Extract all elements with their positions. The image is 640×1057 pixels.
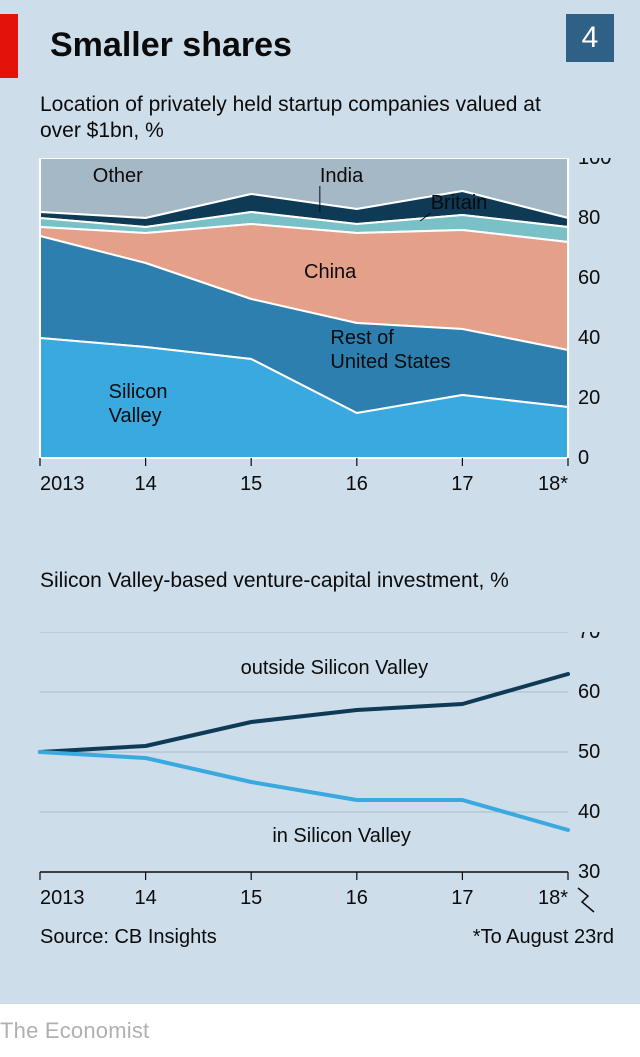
svg-text:India: India	[320, 165, 364, 187]
svg-text:14: 14	[134, 473, 156, 495]
svg-text:15: 15	[240, 473, 262, 495]
svg-text:14: 14	[134, 887, 156, 909]
svg-text:40: 40	[578, 801, 600, 823]
svg-text:30: 30	[578, 861, 600, 883]
chart1-subtitle: Location of privately held startup compa…	[40, 92, 580, 145]
watermark-text: The Economist	[0, 1018, 149, 1044]
source-text: Source: CB Insights	[40, 926, 217, 949]
svg-text:16: 16	[346, 473, 368, 495]
accent-bar	[0, 14, 18, 78]
svg-text:70: 70	[578, 632, 600, 643]
svg-text:17: 17	[451, 473, 473, 495]
svg-text:Silicon: Silicon	[109, 381, 168, 403]
chart1-svg: 0 20 40 60 80 100 2013 14 15 16 17 18* SiliconValley…	[0, 158, 640, 518]
svg-text:60: 60	[578, 267, 600, 289]
svg-text:40: 40	[578, 327, 600, 349]
svg-text:2013: 2013	[40, 473, 85, 495]
svg-text:17: 17	[451, 887, 473, 909]
svg-text:United States: United States	[330, 351, 450, 373]
svg-text:20: 20	[578, 387, 600, 409]
svg-text:18*: 18*	[538, 887, 568, 909]
svg-text:0: 0	[578, 447, 589, 469]
svg-text:China: China	[304, 261, 357, 283]
svg-text:in Silicon Valley: in Silicon Valley	[272, 825, 411, 847]
svg-text:15: 15	[240, 887, 262, 909]
svg-text:60: 60	[578, 681, 600, 703]
svg-text:50: 50	[578, 741, 600, 763]
svg-text:Valley: Valley	[109, 405, 162, 427]
chart2-svg: 30 40 50 60 70 2013 14 15 16 17 18* outside Silicon…	[0, 632, 640, 942]
svg-text:80: 80	[578, 207, 600, 229]
svg-text:Rest of: Rest of	[330, 327, 394, 349]
svg-text:100: 100	[578, 158, 611, 169]
svg-text:outside Silicon Valley: outside Silicon Valley	[241, 657, 429, 679]
svg-text:Other: Other	[93, 165, 143, 187]
chart-number-badge: 4	[566, 14, 614, 62]
page-title: Smaller shares	[50, 26, 292, 65]
footnote-text: *To August 23rd	[473, 926, 614, 949]
svg-text:Britain: Britain	[431, 192, 488, 214]
svg-text:18*: 18*	[538, 473, 568, 495]
svg-text:2013: 2013	[40, 887, 85, 909]
svg-text:16: 16	[346, 887, 368, 909]
chart2-subtitle: Silicon Valley-based venture-capital inv…	[40, 568, 580, 594]
